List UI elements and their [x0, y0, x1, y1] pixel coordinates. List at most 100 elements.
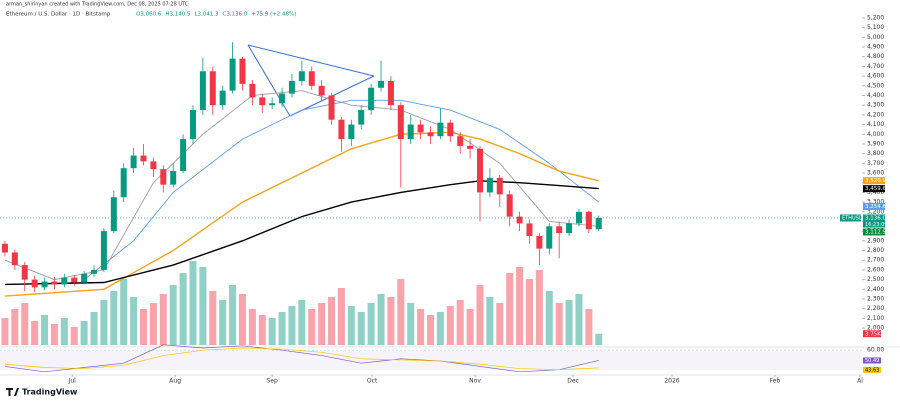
candle-body — [486, 177, 493, 193]
volume-bar — [318, 303, 326, 345]
volume-bar — [50, 324, 58, 345]
candle-body — [229, 58, 236, 91]
candle-body — [566, 223, 573, 234]
candle-body — [506, 194, 513, 217]
y-tick-label: 4,000 — [867, 131, 884, 138]
candle-body — [476, 148, 483, 193]
rsi-tag-label: 43.63 — [865, 367, 879, 373]
candle-body — [1, 243, 8, 253]
y-tick-label: 2,500 — [867, 276, 884, 283]
volume-bar — [100, 300, 108, 345]
volume-bar — [219, 300, 227, 345]
candle-body — [31, 279, 38, 288]
candle-body — [259, 97, 266, 106]
y-tick-label: 4,900 — [867, 44, 884, 51]
candle-body — [269, 103, 276, 106]
symbol-tag-label: ETHUSD — [842, 215, 863, 221]
candle-body — [368, 87, 375, 111]
candle-body — [467, 145, 474, 149]
logo-mark — [6, 388, 19, 396]
volume-bar — [496, 303, 504, 345]
candle-body — [496, 177, 503, 195]
volume-bar — [288, 306, 296, 345]
x-tick-label: Nov — [469, 378, 481, 385]
brand: TradingView — [22, 388, 78, 397]
volume-bar — [189, 261, 197, 345]
volume-bar — [140, 309, 148, 345]
candle-body — [71, 277, 78, 283]
volume-bar — [555, 303, 563, 345]
y-tick-label: 4,100 — [867, 121, 884, 128]
candle-body — [219, 90, 226, 106]
candle-body — [407, 124, 414, 140]
candle-body — [556, 226, 563, 234]
candle-body — [21, 265, 28, 280]
volume-bar — [486, 297, 494, 345]
candle-body — [130, 155, 137, 169]
volume-bar — [476, 285, 484, 345]
y-tick-label: 2,900 — [867, 237, 884, 244]
candle-body — [308, 71, 315, 86]
y-tick-label: 4,300 — [867, 102, 884, 109]
y-tick-label: 3,900 — [867, 140, 884, 147]
candle-body — [387, 80, 394, 106]
candle-body — [91, 269, 98, 274]
volume-bar — [80, 321, 88, 345]
volume-bar — [337, 288, 345, 345]
x-tick-label: Aug — [169, 378, 181, 385]
volume-bar — [110, 291, 118, 345]
volume-bar — [41, 315, 49, 345]
logo: TradingView — [6, 388, 78, 397]
triangle-drawing — [247, 44, 291, 117]
price-tag — [863, 202, 885, 210]
x-tick-label: 2026 — [664, 378, 679, 385]
candle-body — [417, 124, 424, 133]
volume-bar — [427, 315, 435, 345]
rsi-tag — [863, 357, 881, 364]
rsi-ma-line — [4, 347, 599, 371]
candle-body — [595, 217, 602, 230]
candle-body — [41, 281, 48, 288]
volume-bar — [367, 303, 375, 345]
candle-body — [110, 197, 117, 232]
volume-bar — [298, 300, 306, 345]
credit: arman_shirinyan created with TradingView… — [6, 2, 189, 8]
price-tag — [863, 228, 885, 236]
candle-body — [427, 132, 434, 137]
volume-bar — [60, 318, 68, 345]
candle-body — [189, 110, 196, 140]
y-tick-label: 4,600 — [867, 73, 884, 80]
candle-body — [100, 231, 107, 270]
candle-body — [338, 119, 345, 140]
volume-tag — [863, 330, 881, 338]
candle-body — [457, 136, 464, 146]
y-tick-label: 4,200 — [867, 111, 884, 118]
price-tag-label: 3,459.6 — [865, 186, 886, 192]
y-tick-label: 2,000 — [867, 325, 884, 332]
candle-body — [140, 155, 147, 162]
y-tick-label: 5,100 — [867, 24, 884, 31]
countdown-tag — [863, 221, 885, 228]
volume-bar — [209, 291, 217, 345]
volume-bar — [466, 309, 474, 345]
x-tick-label: Sep — [267, 378, 279, 385]
symbol-title: Ethereum / U.S. Dollar · 1D · Bitstamp — [6, 12, 111, 18]
moving-average — [4, 90, 599, 281]
y-tick-label: 3,200 — [867, 208, 884, 215]
volume-bar — [387, 297, 395, 345]
volume-bar — [525, 279, 533, 345]
candle-body — [358, 110, 365, 125]
volume-bar — [70, 327, 78, 345]
volume-bar — [21, 303, 29, 345]
volume-bar — [248, 309, 256, 345]
y-tick-label: 4,700 — [867, 63, 884, 70]
candle-body — [536, 235, 543, 249]
candle-body — [51, 281, 58, 285]
y-tick-label: 3,400 — [867, 189, 884, 196]
candle-body — [120, 168, 127, 198]
volume-bar — [11, 309, 19, 345]
volume-bar — [456, 300, 464, 345]
y-tick-label: 2,100 — [867, 315, 884, 322]
x-tick-label: Feb — [770, 378, 781, 385]
